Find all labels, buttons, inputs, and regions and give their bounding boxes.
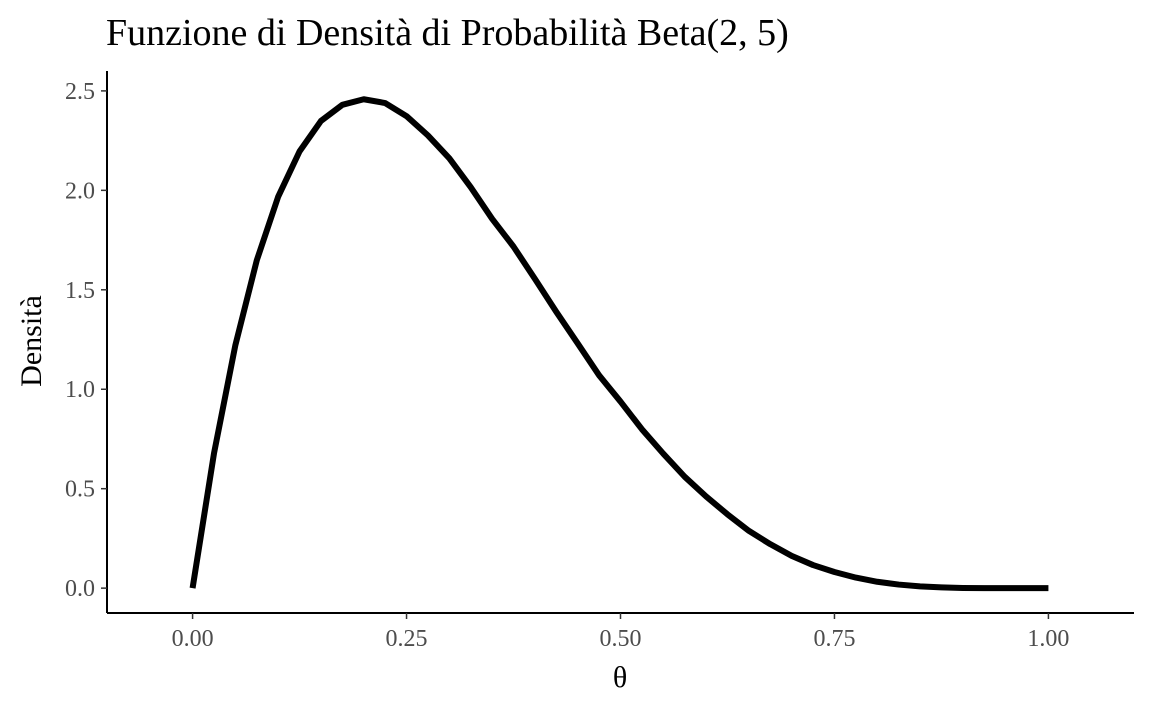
x-tick-label: 0.75 (813, 626, 855, 652)
y-tick-label: 2.0 (65, 178, 95, 204)
x-tick-label: 0.00 (172, 626, 214, 652)
y-tick-label: 0.0 (65, 576, 95, 602)
y-tick-label: 1.0 (65, 377, 95, 403)
x-axis-ticks: 0.00 0.25 0.50 0.75 1.00 (172, 613, 1069, 652)
chart-title: Funzione di Densità di Probabilità Beta(… (106, 12, 789, 54)
x-tick-label: 0.25 (386, 626, 428, 652)
x-axis-title: θ (613, 661, 627, 694)
y-tick-label: 2.5 (65, 79, 95, 105)
y-axis-ticks: 0.0 0.5 1.0 1.5 2.0 2.5 (65, 79, 107, 602)
x-tick-label: 0.50 (600, 626, 642, 652)
plot-area (189, 96, 1049, 592)
y-axis-title: Densità (15, 295, 48, 387)
density-curve-line (189, 96, 1049, 592)
y-tick-label: 1.5 (65, 278, 95, 304)
x-tick-label: 1.00 (1027, 626, 1069, 652)
y-tick-label: 0.5 (65, 477, 95, 503)
